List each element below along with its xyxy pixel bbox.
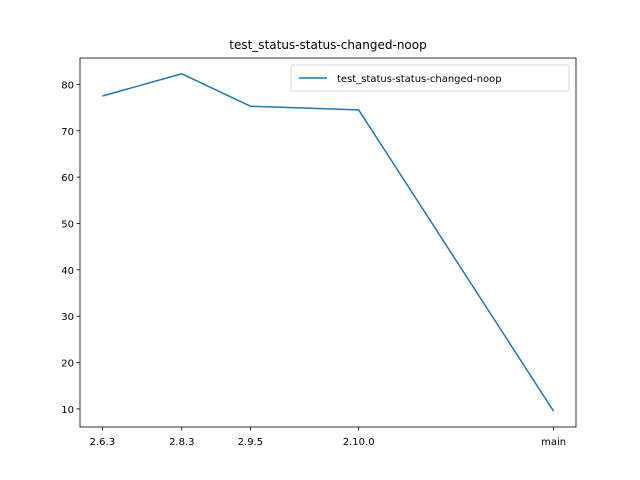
legend-box: [290, 64, 570, 92]
y-tick-label: 70: [61, 127, 74, 138]
y-tick-label: 80: [61, 80, 74, 91]
x-tick-label: 2.6.3: [90, 437, 115, 448]
chart-title: test_status-status-changed-noop: [229, 38, 426, 52]
y-tick-label: 30: [61, 312, 74, 323]
x-tick-label: 2.10.0: [343, 437, 375, 448]
x-tick-label: 2.9.5: [238, 437, 263, 448]
y-tick-label: 20: [61, 359, 74, 370]
y-tick-label: 50: [61, 219, 74, 230]
legend-label: test_status-status-changed-noop: [337, 74, 502, 85]
series-line: [102, 73, 555, 412]
axes-frame: [79, 57, 577, 428]
y-tick-label: 10: [61, 405, 74, 416]
y-tick-label: 40: [61, 266, 74, 277]
plot-area: 10 20 30 40 50 60 70 80 2.6.3 2.8.3 2.9.5 2.10.0 mai…: [61, 57, 577, 448]
x-tick-label: main: [541, 437, 566, 448]
y-tick-label: 60: [61, 173, 74, 184]
x-tick-label: 2.8.3: [169, 437, 194, 448]
